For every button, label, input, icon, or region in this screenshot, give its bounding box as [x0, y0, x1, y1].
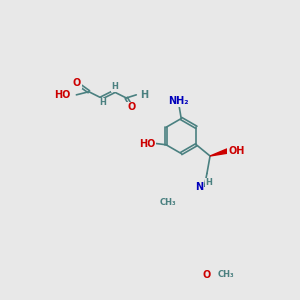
Text: OH: OH [228, 146, 244, 156]
Text: H: H [112, 82, 118, 91]
Text: HO: HO [54, 90, 70, 100]
Text: N: N [195, 182, 203, 192]
Text: NH₂: NH₂ [169, 96, 189, 106]
Text: O: O [73, 78, 81, 88]
Text: CH₃: CH₃ [217, 270, 234, 279]
Polygon shape [210, 149, 228, 156]
Text: H: H [140, 90, 148, 100]
Text: O: O [203, 270, 211, 280]
Text: H: H [99, 98, 106, 107]
Text: H: H [206, 178, 212, 187]
Text: CH₃: CH₃ [160, 198, 176, 207]
Text: HO: HO [139, 139, 155, 148]
Text: O: O [127, 102, 135, 112]
